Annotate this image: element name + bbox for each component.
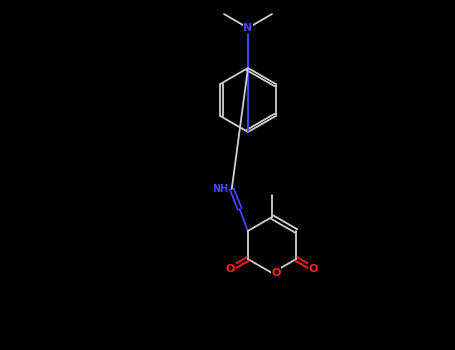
Text: NH: NH [212, 184, 229, 194]
Text: O: O [271, 268, 281, 278]
Text: O: O [309, 264, 318, 274]
Text: O: O [226, 264, 235, 274]
Text: N: N [243, 23, 253, 33]
